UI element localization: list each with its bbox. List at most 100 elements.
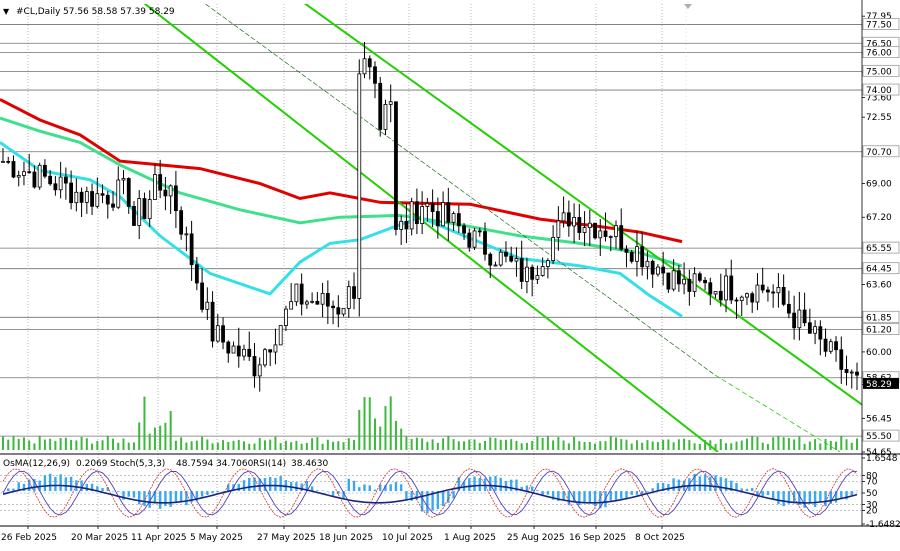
candle-body (231, 345, 236, 354)
osma-bar (834, 491, 838, 503)
candle-body (797, 309, 802, 329)
channel-upper-line[interactable] (300, 0, 900, 432)
candle-body (373, 66, 377, 84)
candle-body (514, 258, 519, 262)
osma-bar (703, 474, 707, 492)
volume-bar (782, 437, 785, 450)
volume-bar (630, 443, 633, 450)
osma-bar (819, 491, 822, 502)
volume-bar (12, 436, 15, 450)
candle-body (399, 220, 404, 230)
osma-bar (661, 482, 665, 492)
volume-bar (777, 436, 780, 450)
osma-bar (373, 489, 377, 492)
osma-bar (1, 491, 5, 492)
osma-bar (300, 483, 303, 492)
volume-bar (463, 441, 466, 450)
x-tick-label: 18 Jun 2025 (319, 533, 373, 543)
volume-bar (515, 440, 518, 450)
osma-bar (436, 491, 440, 510)
osma-bar (808, 491, 812, 503)
volume-bar (766, 443, 769, 450)
candle-body (682, 278, 687, 285)
volume-bar (856, 438, 858, 450)
candle-body (446, 202, 451, 223)
osma-bar (48, 473, 52, 492)
volume-bar (656, 442, 659, 450)
volume-bar (75, 440, 78, 450)
volume-bar (49, 438, 52, 450)
candle-body (27, 171, 32, 174)
volume-bar (358, 409, 361, 450)
osma-bar (80, 480, 83, 492)
menu-dropdown-glyph: ▼ (3, 7, 10, 16)
candles (1, 42, 859, 392)
sub-scale-label: 1.6548 (866, 454, 898, 464)
candle-body (357, 73, 362, 299)
candle-body (132, 206, 136, 226)
candle-body (593, 222, 597, 239)
volume-bar (106, 436, 109, 450)
rsi-line (2, 484, 858, 504)
channel-lower-line[interactable] (140, 0, 719, 452)
osma-bar (331, 491, 335, 497)
volume-bar (614, 437, 617, 450)
candle-body (331, 305, 335, 309)
candle-body (839, 349, 844, 370)
candle-body (551, 237, 556, 261)
level-price-box (862, 64, 900, 77)
scroll-marker-icon[interactable] (684, 4, 692, 9)
volume-bar (604, 441, 607, 450)
volume-bar (405, 436, 408, 450)
osma-bar (452, 491, 455, 499)
volume-bar (808, 441, 811, 450)
candle-body (776, 286, 781, 294)
osma-bar (667, 483, 670, 492)
osma-bar (347, 478, 350, 492)
last-price-label: 58.29 (866, 380, 892, 390)
candle-body (823, 338, 828, 352)
osma-bar (787, 491, 791, 504)
volume-bar (698, 443, 701, 450)
volume-bar (91, 443, 94, 450)
candle-body (456, 213, 461, 227)
volume-bar (17, 438, 20, 450)
channel-mid-line (204, 4, 716, 376)
candle-body (624, 248, 629, 253)
osma-bar (106, 487, 109, 492)
volume-bar (735, 441, 738, 450)
volume-bar (693, 443, 696, 450)
osma-bar (698, 476, 702, 492)
x-tick-label: 11 Apr 2025 (131, 533, 187, 543)
candle-body (415, 201, 419, 224)
candle-body (666, 272, 671, 290)
osma-bar (242, 480, 246, 492)
volume-bar (321, 443, 324, 450)
volume-bar (311, 438, 314, 450)
candle-body (724, 275, 728, 301)
rsi-value: 38.4630 (291, 459, 328, 469)
candle-body (168, 185, 173, 197)
osma-bar (766, 491, 770, 496)
candle-body (257, 364, 262, 377)
candle-body (828, 341, 833, 352)
volume-bar (484, 440, 487, 450)
candle-body (656, 266, 660, 275)
price-tick-label: 77.95 (866, 12, 892, 22)
volume-bar (552, 440, 555, 450)
volume-bar (70, 439, 73, 450)
volume-bar (284, 440, 287, 450)
volume-bar (80, 436, 83, 450)
level-price-label: 75.00 (866, 67, 892, 77)
volume-bar (195, 440, 198, 450)
candle-body (236, 345, 241, 357)
candle-body (425, 203, 430, 207)
volume-bars (2, 396, 858, 450)
osma-bar (441, 491, 445, 507)
candle-body (95, 193, 100, 207)
x-tick-label: 16 Sep 2025 (569, 533, 626, 543)
volume-bar (719, 439, 722, 450)
volume-bar (426, 441, 429, 450)
